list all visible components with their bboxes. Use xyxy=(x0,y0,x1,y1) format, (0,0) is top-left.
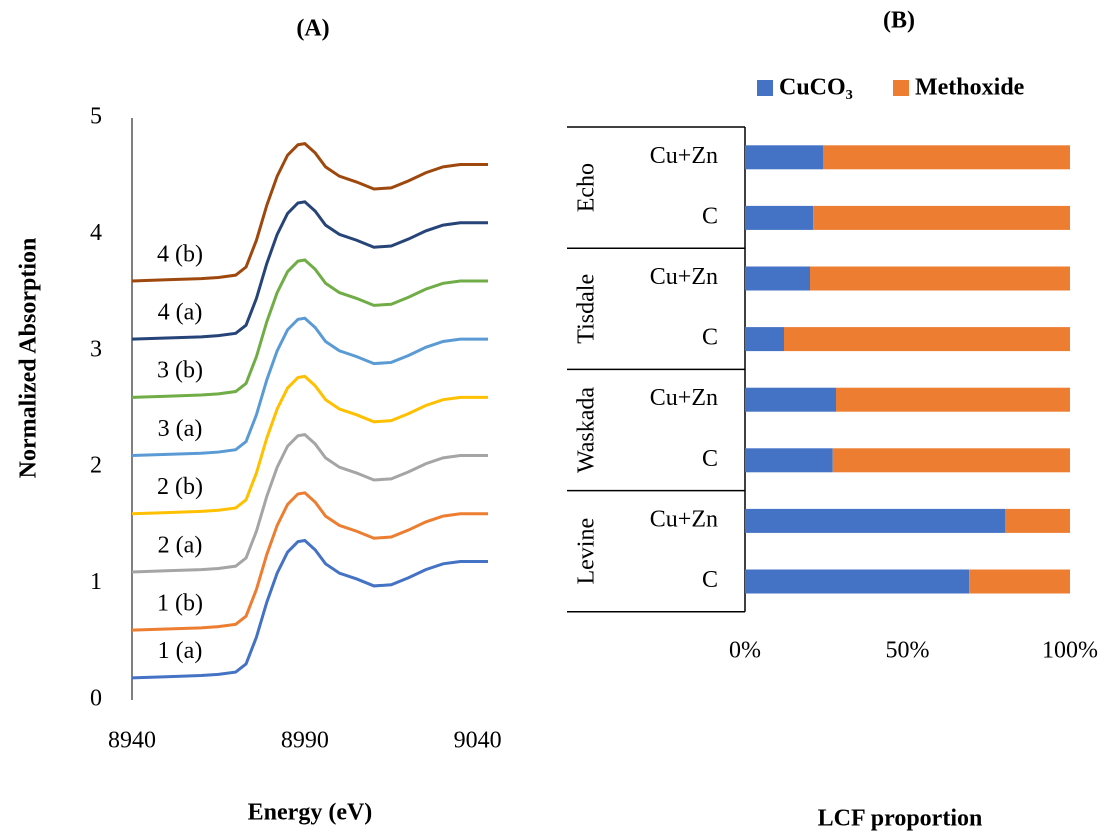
bar-segment xyxy=(810,266,1070,291)
bar-segment xyxy=(745,387,836,412)
series-label: 2 (a) xyxy=(158,532,203,558)
y-tick-label: 1 xyxy=(90,569,102,595)
x-tick-label: 50% xyxy=(886,638,930,664)
bar-segment xyxy=(745,327,784,352)
panel-title: (A) xyxy=(296,16,329,42)
legend-label: Methoxide xyxy=(915,75,1025,101)
bar-segment xyxy=(969,569,1070,594)
x-tick-label: 100% xyxy=(1042,638,1098,664)
line-series xyxy=(131,433,488,574)
bar-segment xyxy=(745,145,823,170)
line-series xyxy=(131,142,488,283)
line-series xyxy=(131,491,488,632)
category-label: Cu+Zn xyxy=(650,385,718,411)
y-tick-label: 2 xyxy=(90,453,102,479)
panel-title: (B) xyxy=(883,8,915,34)
group-label: Tisdale xyxy=(574,274,600,344)
group-label: Waskada xyxy=(574,387,600,473)
y-axis-label: Normalized Absorption xyxy=(16,238,42,479)
legend-label: CuCO₃ xyxy=(779,75,853,101)
x-tick-label: 8940 xyxy=(108,728,156,754)
y-tick-label: 3 xyxy=(90,336,102,362)
series-label: 3 (b) xyxy=(157,358,203,384)
series-label: 1 (a) xyxy=(158,638,203,664)
line-series xyxy=(131,538,488,680)
y-tick-label: 4 xyxy=(90,220,102,246)
bar-segment xyxy=(745,266,810,291)
y-tick-label: 5 xyxy=(90,104,102,130)
bar-segment xyxy=(836,387,1070,412)
category-label: C xyxy=(702,325,718,351)
series-label: 4 (b) xyxy=(157,241,203,267)
legend-swatch xyxy=(757,80,773,96)
line-series xyxy=(131,374,488,516)
line-series xyxy=(131,316,488,458)
category-label: C xyxy=(702,567,718,593)
group-label: Levine xyxy=(574,518,600,585)
x-tick-label: 0% xyxy=(729,638,761,664)
category-label: Cu+Zn xyxy=(650,264,718,290)
y-tick-label: 0 xyxy=(90,686,102,712)
bar-segment xyxy=(832,448,1070,473)
series-label: 2 (b) xyxy=(157,474,203,500)
line-series xyxy=(131,200,488,341)
bar-segment xyxy=(784,327,1070,352)
x-tick-label: 9040 xyxy=(454,728,502,754)
series-label: 4 (a) xyxy=(158,299,203,325)
bar-segment xyxy=(745,508,1005,533)
bar-segment xyxy=(813,205,1070,230)
category-label: C xyxy=(702,203,718,229)
x-axis-label: Energy (eV) xyxy=(248,800,373,826)
x-axis-label: LCF proportion xyxy=(818,806,983,832)
bar-segment xyxy=(745,448,833,473)
series-label: 1 (b) xyxy=(157,590,203,616)
group-label: Echo xyxy=(574,163,600,212)
bar-segment xyxy=(823,145,1070,170)
x-tick-label: 8990 xyxy=(281,728,329,754)
category-label: C xyxy=(702,446,718,472)
category-label: Cu+Zn xyxy=(650,506,718,532)
category-label: Cu+Zn xyxy=(650,143,718,169)
legend-swatch xyxy=(893,80,909,96)
bar-segment xyxy=(1005,508,1070,533)
series-label: 3 (a) xyxy=(158,416,203,442)
bar-segment xyxy=(745,205,814,230)
line-series xyxy=(131,258,488,399)
bar-segment xyxy=(745,569,970,594)
